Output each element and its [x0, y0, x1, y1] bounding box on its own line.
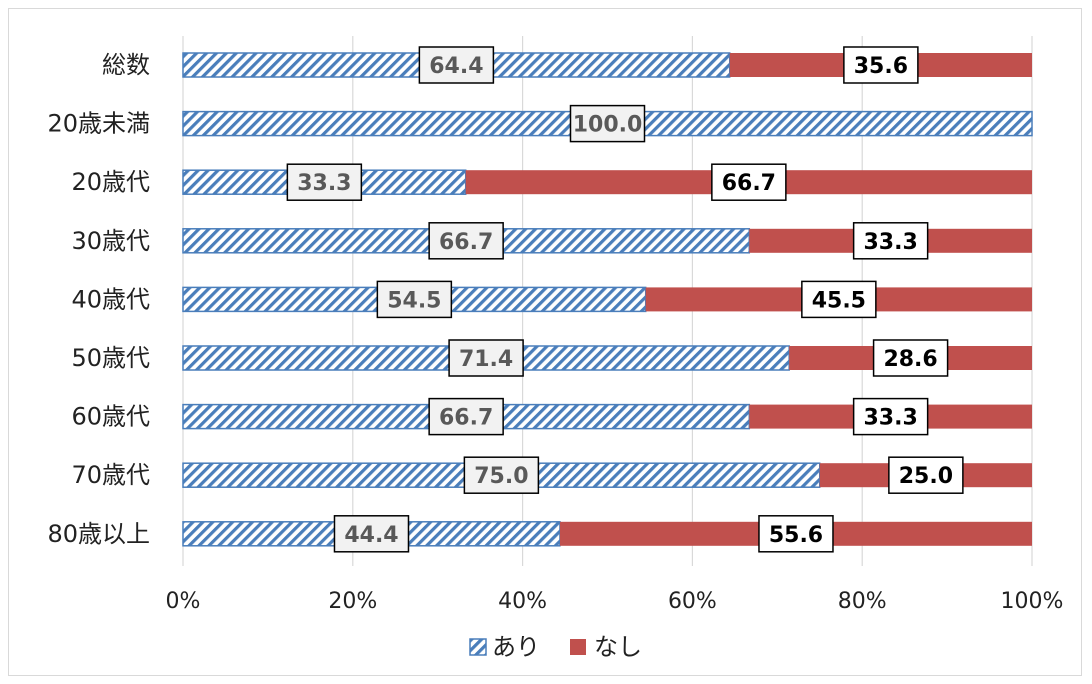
category-label: 20歳未満: [47, 110, 150, 138]
data-label-ari-box: [376, 280, 453, 319]
x-tick-label: 40%: [498, 589, 547, 614]
data-label-ari-box: [448, 339, 524, 377]
x-tick-label: 60%: [668, 589, 717, 614]
x-tick-label: 100%: [1001, 589, 1064, 614]
data-label-ari-text: 66.7: [439, 406, 493, 431]
data-label-ari: 66.7: [428, 222, 504, 260]
data-label-nashi-box: [843, 46, 919, 84]
data-label-nashi: 45.5: [801, 280, 877, 319]
data-label-nashi: 33.3: [852, 397, 929, 436]
data-label-ari: 100.0: [569, 104, 646, 143]
data-label-ari-box: [428, 222, 504, 260]
category-label: 20歳代: [71, 168, 150, 196]
data-label-ari-text: 64.4: [429, 54, 483, 79]
data-label-nashi-text: 25.0: [899, 464, 953, 489]
data-label-nashi-text: 33.3: [864, 406, 918, 431]
data-label-ari-text: 100.0: [573, 113, 643, 138]
data-label-nashi-box: [852, 397, 929, 436]
data-label-ari: 71.4: [448, 339, 524, 377]
category-label: 総数: [102, 51, 150, 79]
data-label-ari-text: 71.4: [459, 347, 513, 372]
legend-label-nashi: なし: [594, 633, 642, 661]
data-label-ari: 75.0: [463, 456, 540, 494]
data-label-nashi-text: 35.6: [854, 54, 908, 79]
data-label-ari-text: 44.4: [344, 523, 398, 548]
data-label-ari: 54.5: [376, 280, 453, 319]
category-label: 30歳代: [71, 227, 150, 255]
data-label-nashi-box: [888, 456, 964, 494]
data-label-ari-text: 54.5: [387, 288, 441, 313]
data-label-ari-box: [569, 104, 646, 143]
data-label-ari-box: [418, 46, 495, 84]
data-label-nashi: 28.6: [872, 339, 949, 377]
data-label-nashi-text: 66.7: [722, 171, 776, 196]
legend: あり なし: [469, 633, 642, 661]
legend-item-ari: あり: [469, 633, 540, 661]
data-label-ari: 44.4: [333, 515, 410, 553]
category-label: 70歳代: [71, 461, 150, 489]
data-label-ari: 33.3: [286, 163, 363, 201]
data-label-ari-box: [463, 456, 540, 494]
data-label-ari-text: 33.3: [297, 171, 351, 196]
legend-item-nashi: なし: [570, 633, 642, 661]
legend-swatch-ari: [469, 638, 487, 656]
data-label-nashi-text: 55.6: [769, 523, 823, 548]
data-label-ari-text: 75.0: [474, 464, 528, 489]
x-tick-label: 80%: [838, 589, 887, 614]
data-label-nashi: 25.0: [888, 456, 964, 494]
data-label-nashi-text: 33.3: [864, 230, 918, 255]
data-label-nashi-text: 28.6: [883, 347, 937, 372]
data-label-nashi: 55.6: [758, 515, 834, 553]
data-label-ari: 64.4: [418, 46, 495, 84]
data-label-nashi-box: [711, 163, 787, 201]
category-label: 40歳代: [71, 285, 150, 313]
x-tick-labels: 0% 20% 40% 60% 80% 100%: [166, 589, 1064, 614]
x-tick-label: 0%: [166, 589, 201, 614]
data-label-nashi-box: [872, 339, 949, 377]
data-label-ari-box: [286, 163, 363, 201]
data-label-ari: 66.7: [428, 397, 504, 436]
category-label: 60歳代: [71, 403, 150, 431]
legend-label-ari: あり: [492, 633, 540, 661]
data-label-ari-box: [333, 515, 410, 553]
data-label-ari-text: 66.7: [439, 230, 493, 255]
data-labels: 64.4 35.6 100.0 33.3 66.7 66.7 33.3 54.5 45.5 71.…: [286, 46, 964, 553]
data-label-ari-box: [428, 397, 504, 436]
category-labels: 総数 20歳未満 20歳代 30歳代 40歳代 50歳代 60歳代 70歳代 80歳以上: [47, 51, 150, 548]
data-label-nashi: 33.3: [852, 222, 929, 260]
data-label-nashi-box: [852, 222, 929, 260]
category-label: 50歳代: [71, 344, 150, 372]
data-label-nashi-text: 45.5: [812, 288, 866, 313]
data-label-nashi-box: [801, 280, 877, 319]
data-label-nashi-box: [758, 515, 834, 553]
legend-swatch-nashi: [570, 639, 586, 655]
category-label: 80歳以上: [47, 520, 150, 548]
data-label-nashi: 66.7: [711, 163, 787, 201]
data-label-nashi: 35.6: [843, 46, 919, 84]
x-tick-label: 20%: [328, 589, 377, 614]
